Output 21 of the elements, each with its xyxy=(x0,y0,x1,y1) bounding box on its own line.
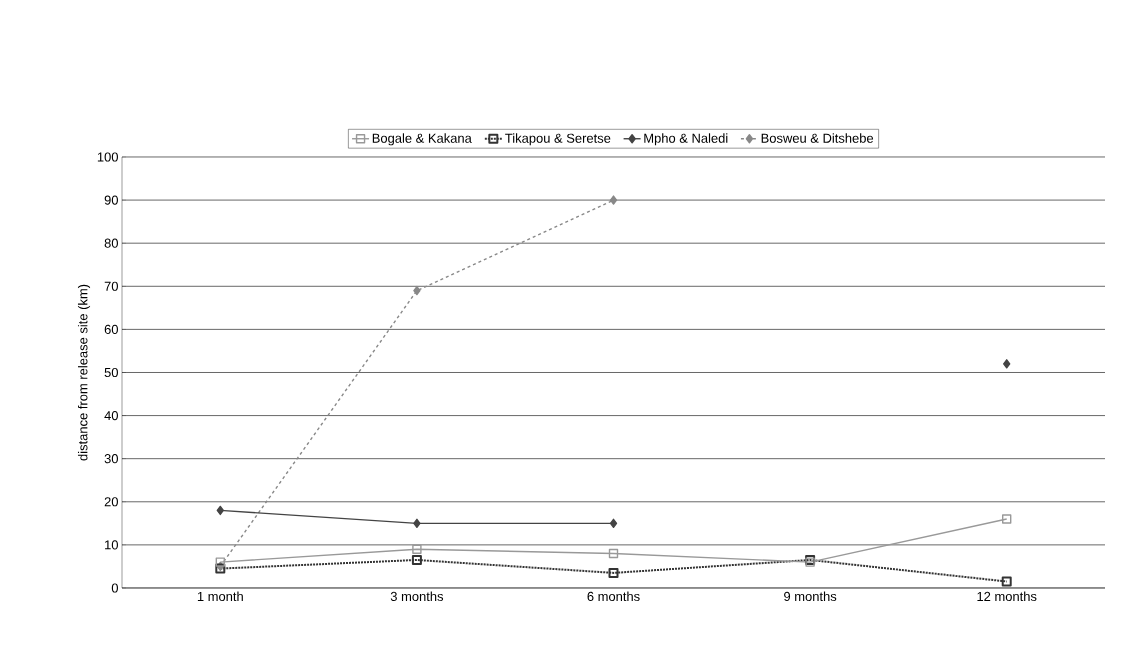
y-tick-label: 0 xyxy=(111,583,118,593)
y-tick-label: 70 xyxy=(104,281,118,291)
legend-label: Bosweu & Ditshebe xyxy=(761,133,874,143)
y-tick-label: 30 xyxy=(104,454,118,464)
y-tick-label: 40 xyxy=(104,411,118,421)
legend-label: Bogale & Kakana xyxy=(372,133,472,146)
y-tick-label: 80 xyxy=(104,238,118,248)
y-tick-label: 100 xyxy=(97,152,118,162)
legend-label: Mpho & Naledi xyxy=(644,133,728,146)
y-tick-label: 10 xyxy=(105,540,118,550)
y-tick-label: 20 xyxy=(104,497,118,507)
x-tick-label: 6 months xyxy=(587,591,640,602)
legend-label: Tikapou & Seretse xyxy=(505,133,611,146)
x-tick-label: 3 months xyxy=(390,591,444,602)
x-tick-label: 12 months xyxy=(977,591,1037,602)
y-tick-label: 90 xyxy=(104,195,118,205)
x-tick-label: 9 months xyxy=(784,591,837,602)
x-tick-label: 1 month xyxy=(197,591,243,602)
y-axis-title: distance from release site (km) xyxy=(77,284,91,461)
y-tick-label: 60 xyxy=(104,324,118,334)
y-tick-label: 50 xyxy=(104,367,118,378)
